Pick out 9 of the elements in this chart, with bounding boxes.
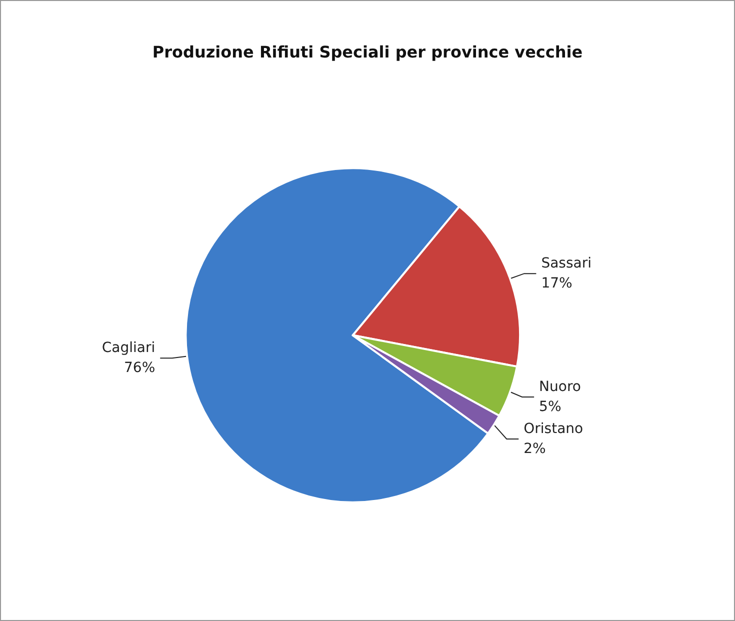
slice-label: Nuoro [539, 378, 581, 395]
data-label: 76% [124, 360, 156, 376]
data-label: 2% [524, 440, 546, 457]
slice-label: Oristano [524, 420, 584, 437]
data-label: 17% [541, 276, 572, 292]
slice-label: Cagliari [102, 340, 156, 356]
data-label: 5% [539, 398, 562, 415]
chart-title: Produzione Rifiuti Speciali per province vecchie [152, 42, 583, 62]
slice-label: Sassari [541, 256, 592, 272]
